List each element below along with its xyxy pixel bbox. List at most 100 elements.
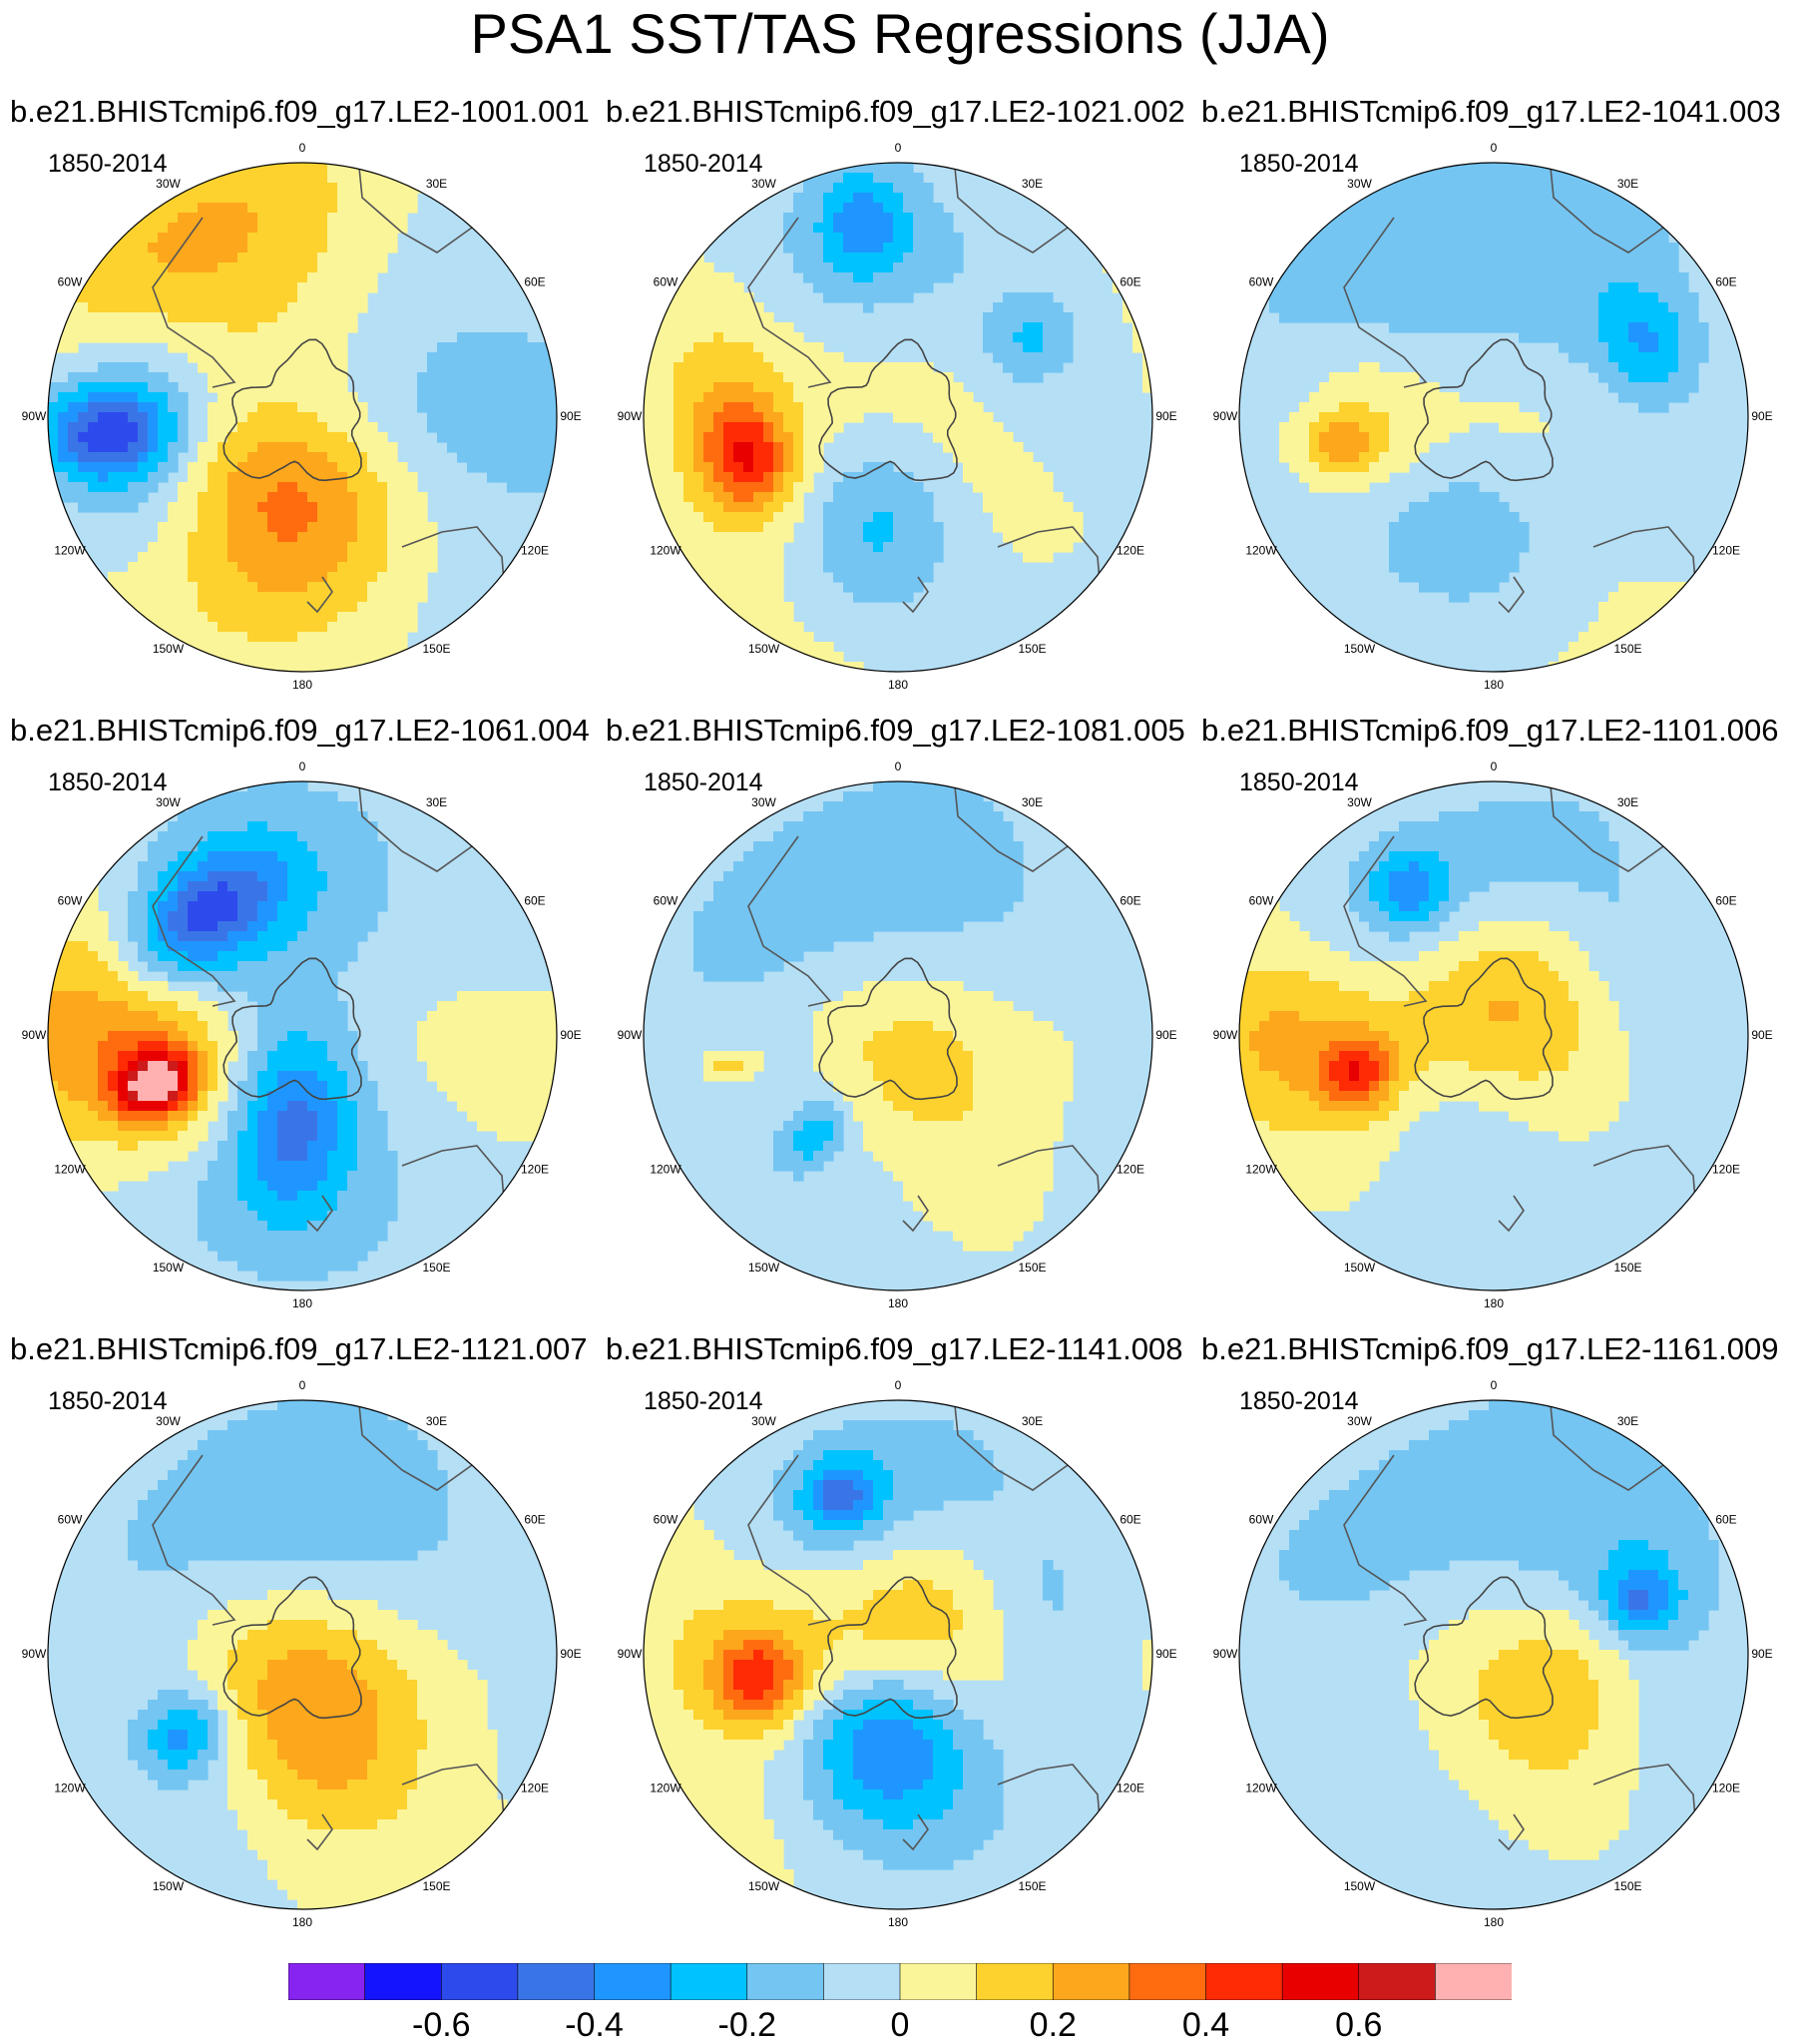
colorbar-swatch [1053, 1963, 1129, 2000]
longitude-label: 90E [560, 1028, 581, 1042]
longitude-label: 90E [1751, 409, 1772, 423]
longitude-label: 90E [1155, 1028, 1176, 1042]
regression-field [644, 1385, 1153, 1909]
longitude-label: 120W [650, 1782, 681, 1795]
colorbar [288, 1963, 1512, 2000]
longitude-label: 30E [426, 1414, 447, 1428]
colorbar-swatch [1129, 1963, 1206, 2000]
longitude-label: 60W [654, 275, 678, 289]
longitude-label: 150W [748, 1261, 780, 1275]
colorbar-swatch [671, 1963, 747, 2000]
longitude-label: 150E [1018, 642, 1046, 656]
regression-field [1239, 766, 1748, 1290]
longitude-label: 90W [618, 409, 643, 423]
colorbar-swatch [441, 1963, 518, 2000]
colorbar-swatch [1359, 1963, 1436, 2000]
longitude-label: 30E [1617, 1414, 1638, 1428]
colorbar-swatch [365, 1963, 442, 2000]
longitude-label: 90E [1751, 1647, 1772, 1661]
longitude-label: 30E [1022, 795, 1043, 809]
longitude-label: 30E [426, 177, 447, 191]
longitude-label: 90W [618, 1647, 643, 1661]
longitude-label: 150E [422, 1261, 450, 1275]
longitude-label: 0 [895, 141, 902, 155]
longitude-label: 150W [1344, 1879, 1376, 1893]
regression-field [1239, 1385, 1748, 1909]
longitude-label: 120E [1117, 1163, 1144, 1177]
longitude-label: 0 [299, 1378, 306, 1392]
longitude-label: 60E [1120, 894, 1140, 908]
longitude-label: 180 [292, 1915, 312, 1929]
longitude-label: 0 [1491, 760, 1498, 773]
longitude-label: 90W [618, 1028, 643, 1042]
longitude-label: 90E [1155, 409, 1176, 423]
longitude-label: 120W [1245, 1163, 1277, 1177]
longitude-label: 180 [1484, 1296, 1504, 1310]
longitude-label: 60W [654, 894, 678, 908]
colorbar-swatch [518, 1963, 595, 2000]
colorbar-swatch [1206, 1963, 1283, 2000]
longitude-label: 60W [58, 275, 83, 289]
longitude-label: 180 [1484, 678, 1504, 692]
longitude-label: 120E [521, 544, 549, 558]
longitude-label: 60E [524, 894, 545, 908]
longitude-label: 120E [1117, 1782, 1144, 1795]
colorbar-swatch [288, 1963, 365, 2000]
longitude-label: 60W [58, 894, 83, 908]
longitude-label: 90W [1213, 409, 1238, 423]
longitude-label: 120W [1245, 1782, 1277, 1795]
longitude-label: 60E [1715, 275, 1736, 289]
longitude-label: 150W [1344, 1261, 1376, 1275]
longitude-label: 30E [1022, 1414, 1043, 1428]
longitude-label: 150E [1613, 1879, 1641, 1893]
longitude-label: 90E [560, 409, 581, 423]
longitude-label: 150E [1018, 1879, 1046, 1893]
longitude-label: 120W [54, 1163, 86, 1177]
colorbar-tick-label: -0.2 [718, 2008, 777, 2042]
longitude-label: 60W [1249, 1513, 1274, 1527]
longitude-label: 0 [895, 1378, 902, 1392]
longitude-label: 0 [299, 760, 306, 773]
longitude-label: 60E [1715, 894, 1736, 908]
longitude-label: 60W [1249, 894, 1274, 908]
longitude-label: 180 [1484, 1915, 1504, 1929]
colorbar-swatch [595, 1963, 672, 2000]
longitude-label: 30W [751, 177, 776, 191]
longitude-label: 150W [153, 1261, 185, 1275]
longitude-label: 30W [751, 1414, 776, 1428]
longitude-label: 150W [153, 642, 185, 656]
colorbar-tick-label: 0.4 [1182, 2008, 1229, 2042]
longitude-label: 30E [426, 795, 447, 809]
longitude-label: 0 [299, 141, 306, 155]
longitude-label: 90W [22, 1028, 47, 1042]
longitude-label: 60E [1715, 1513, 1736, 1527]
longitude-label: 180 [292, 678, 312, 692]
regression-field [644, 148, 1153, 673]
colorbar-swatch [977, 1963, 1054, 2000]
longitude-label: 150W [748, 1879, 780, 1893]
regression-field [48, 148, 558, 673]
longitude-label: 150E [1018, 1261, 1046, 1275]
longitude-label: 120W [54, 544, 86, 558]
regression-field [644, 766, 1152, 1290]
regression-field [1239, 148, 1748, 673]
longitude-label: 90W [1213, 1028, 1238, 1042]
longitude-label: 150E [1613, 642, 1641, 656]
colorbar-swatch [823, 1963, 900, 2000]
longitude-label: 60E [524, 1513, 545, 1527]
longitude-label: 120E [521, 1782, 549, 1795]
longitude-label: 150E [422, 1879, 450, 1893]
longitude-label: 150W [1344, 642, 1376, 656]
longitude-label: 0 [895, 760, 902, 773]
longitude-label: 30E [1617, 795, 1638, 809]
longitude-label: 150E [422, 642, 450, 656]
longitude-label: 30W [751, 795, 776, 809]
